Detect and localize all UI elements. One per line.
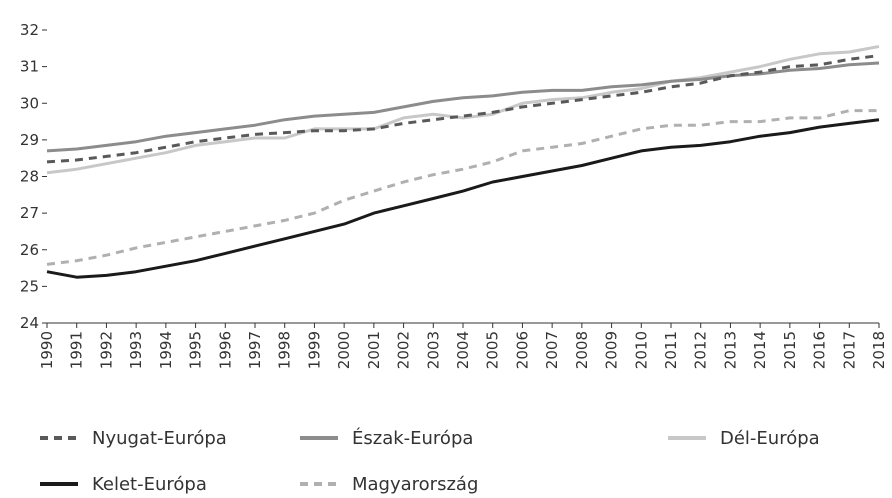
legend-label: Észak-Európa	[352, 427, 473, 449]
x-tick-label: 1990	[38, 331, 56, 369]
x-tick-label: 1993	[127, 331, 145, 369]
x-tick-label: 2009	[603, 331, 621, 369]
y-tick-label: 31	[20, 58, 39, 76]
x-tick-label: 2016	[811, 331, 829, 369]
series-line	[46, 109, 879, 266]
x-tick-label: 2002	[395, 331, 413, 369]
x-tick-label: 1991	[68, 331, 86, 369]
legend-label: Nyugat-Európa	[92, 428, 227, 449]
y-tick-label: 28	[20, 168, 39, 186]
x-tick-label: 2018	[870, 331, 888, 369]
legend-label: Kelet-Európa	[92, 474, 207, 495]
series-line	[46, 54, 880, 164]
x-tick-label: 1996	[216, 331, 234, 369]
x-tick-label: 2007	[543, 331, 561, 369]
x-tick-label: 2001	[365, 331, 383, 369]
x-tick-label: 1992	[97, 331, 115, 369]
legend: Nyugat-Európa Észak-Európa Dél-Európa Kelet…	[40, 427, 820, 495]
x-tick-label: 1999	[305, 331, 323, 369]
y-axis-ticks: 24 25 26 27 28 29 30 31 32	[20, 21, 47, 332]
series-line	[46, 61, 880, 153]
x-tick-label: 2006	[513, 331, 531, 369]
x-tick-label: 2005	[484, 331, 502, 369]
x-tick-label: 2017	[840, 331, 858, 369]
legend-label: Dél-Európa	[720, 428, 820, 449]
x-tick-label: 1998	[276, 331, 294, 369]
x-tick-label: 2008	[573, 331, 591, 369]
y-tick-label: 24	[20, 314, 39, 332]
legend-label: Magyarország	[352, 474, 478, 495]
x-tick-label: 1997	[246, 331, 264, 369]
x-tick-label: 2010	[632, 331, 650, 369]
x-tick-label: 2003	[424, 331, 442, 369]
y-tick-label: 32	[20, 21, 39, 39]
y-tick-label: 30	[20, 94, 39, 112]
x-tick-label: 1994	[157, 331, 175, 369]
x-tick-label: 2011	[662, 331, 680, 369]
x-tick-label: 2015	[781, 331, 799, 369]
y-tick-label: 25	[20, 277, 39, 295]
series-line	[46, 118, 880, 279]
x-tick-label: 2004	[454, 331, 472, 369]
x-tick-label: 2012	[692, 331, 710, 369]
x-axis-ticks: 1990 1991 1992 1993 1994 1995 1996 1997 1998 1999…	[38, 323, 888, 369]
x-tick-label: 1995	[187, 331, 205, 369]
y-tick-label: 27	[20, 204, 39, 222]
series-line	[46, 45, 880, 175]
y-tick-label: 29	[20, 131, 39, 149]
x-tick-label: 2013	[721, 331, 739, 369]
series-lines	[46, 45, 880, 279]
x-tick-label: 2000	[335, 331, 353, 369]
x-tick-label: 2014	[751, 331, 769, 369]
y-tick-label: 26	[20, 241, 39, 259]
